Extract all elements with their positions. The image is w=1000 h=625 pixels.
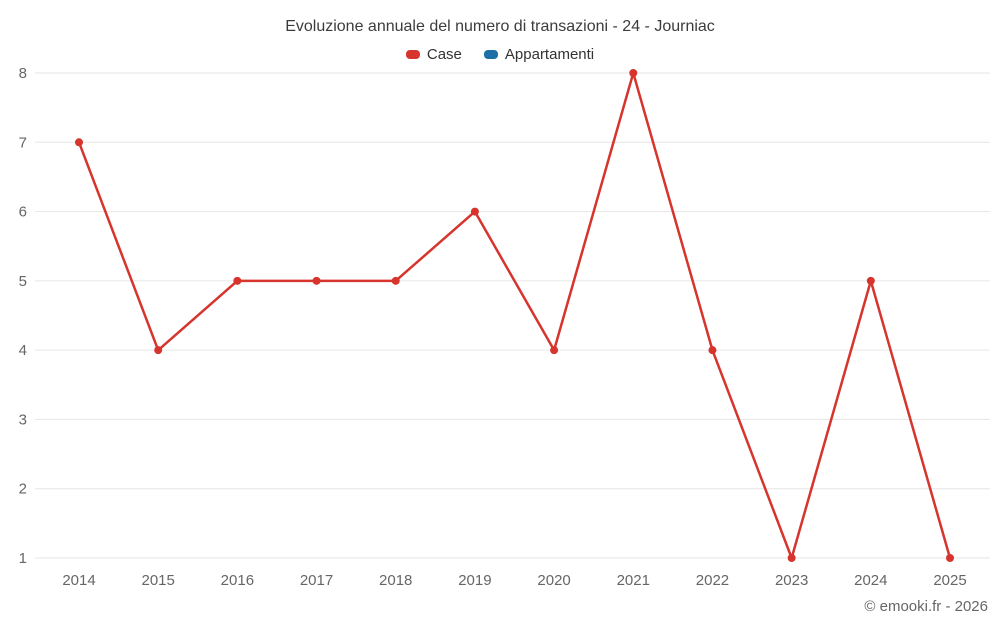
x-axis-tick-label: 2021: [617, 572, 650, 589]
data-point[interactable]: [154, 346, 163, 355]
data-point[interactable]: [787, 554, 796, 562]
x-axis-tick-label: 2014: [62, 572, 95, 589]
data-point[interactable]: [866, 276, 875, 285]
credit-text: © emooki.fr - 2026: [864, 598, 988, 615]
legend-marker-icon: [483, 50, 498, 59]
x-axis-tick-label: 2024: [854, 572, 887, 589]
data-point[interactable]: [550, 346, 559, 355]
x-axis-tick-label: 2023: [775, 572, 808, 589]
legend-marker-icon: [405, 50, 420, 59]
data-point[interactable]: [470, 207, 479, 216]
y-axis-tick-label: 8: [19, 65, 27, 82]
x-axis-tick-label: 2016: [221, 572, 254, 589]
legend-item-appartamenti[interactable]: Appartamenti: [483, 46, 595, 63]
data-point[interactable]: [233, 276, 242, 285]
y-axis-tick-label: 2: [19, 481, 27, 498]
data-point[interactable]: [75, 138, 83, 147]
x-axis-tick-label: 2015: [141, 572, 174, 589]
x-axis-tick-label: 2018: [379, 572, 412, 589]
legend-item-case[interactable]: Case: [405, 46, 462, 63]
legend-label: Case: [426, 46, 462, 63]
y-axis-tick-label: 3: [19, 411, 27, 428]
y-axis-tick-label: 6: [19, 204, 27, 221]
legend: Case Appartamenti: [0, 46, 1000, 63]
x-axis-tick-label: 2022: [696, 572, 729, 589]
y-axis-tick-label: 7: [19, 134, 27, 151]
data-point[interactable]: [391, 276, 400, 285]
y-axis-tick-label: 1: [19, 550, 27, 567]
x-axis-tick-label: 2025: [933, 572, 966, 589]
x-axis-tick-label: 2020: [537, 572, 570, 589]
data-point[interactable]: [708, 346, 717, 355]
y-axis-tick-label: 4: [19, 342, 27, 359]
data-point[interactable]: [946, 554, 954, 562]
x-axis-tick-label: 2017: [300, 572, 333, 589]
y-axis-tick-label: 5: [19, 273, 27, 290]
chart-title: Evoluzione annuale del numero di transaz…: [285, 18, 715, 35]
data-point[interactable]: [629, 69, 638, 77]
data-point[interactable]: [312, 276, 321, 285]
x-axis-tick-label: 2019: [458, 572, 491, 589]
legend-label: Appartamenti: [504, 46, 595, 63]
series-line-case: [77, 71, 952, 560]
